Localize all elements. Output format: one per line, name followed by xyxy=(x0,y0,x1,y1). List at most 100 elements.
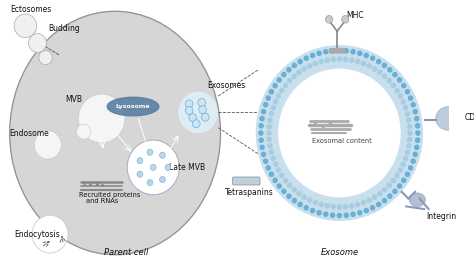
Ellipse shape xyxy=(298,59,302,64)
Ellipse shape xyxy=(147,149,153,155)
Ellipse shape xyxy=(393,73,397,77)
Ellipse shape xyxy=(388,194,392,198)
Ellipse shape xyxy=(259,138,263,142)
Ellipse shape xyxy=(269,172,273,176)
Ellipse shape xyxy=(192,120,200,128)
Ellipse shape xyxy=(408,137,411,142)
Ellipse shape xyxy=(319,59,323,64)
Ellipse shape xyxy=(262,152,265,156)
Ellipse shape xyxy=(273,178,277,182)
Ellipse shape xyxy=(298,202,302,207)
Ellipse shape xyxy=(416,131,420,135)
Ellipse shape xyxy=(408,131,412,135)
Ellipse shape xyxy=(279,69,400,197)
Text: Late MVB: Late MVB xyxy=(169,163,205,172)
Ellipse shape xyxy=(411,159,415,163)
Ellipse shape xyxy=(405,90,410,94)
Ellipse shape xyxy=(358,51,362,55)
Ellipse shape xyxy=(403,156,408,160)
Ellipse shape xyxy=(416,138,419,142)
Ellipse shape xyxy=(351,50,355,54)
Ellipse shape xyxy=(392,178,395,183)
Ellipse shape xyxy=(185,106,193,115)
Ellipse shape xyxy=(364,53,368,57)
Ellipse shape xyxy=(266,96,270,100)
Text: Recruited proteins: Recruited proteins xyxy=(79,192,141,198)
Ellipse shape xyxy=(405,150,410,154)
Ellipse shape xyxy=(256,46,422,220)
Ellipse shape xyxy=(269,90,273,94)
Ellipse shape xyxy=(260,145,264,149)
Ellipse shape xyxy=(344,49,348,53)
Ellipse shape xyxy=(273,162,278,167)
Ellipse shape xyxy=(367,64,371,68)
Ellipse shape xyxy=(28,34,46,52)
Ellipse shape xyxy=(189,114,197,122)
Ellipse shape xyxy=(259,131,263,135)
Ellipse shape xyxy=(337,205,341,209)
Ellipse shape xyxy=(405,172,410,176)
FancyBboxPatch shape xyxy=(329,49,345,53)
Ellipse shape xyxy=(398,168,402,172)
Ellipse shape xyxy=(330,213,335,217)
Ellipse shape xyxy=(185,100,193,108)
Ellipse shape xyxy=(160,152,165,158)
Ellipse shape xyxy=(350,204,354,208)
Ellipse shape xyxy=(287,194,291,198)
Ellipse shape xyxy=(344,57,347,61)
Text: MVB: MVB xyxy=(66,95,83,105)
Ellipse shape xyxy=(266,166,270,170)
Ellipse shape xyxy=(302,195,306,199)
Ellipse shape xyxy=(127,140,179,195)
Ellipse shape xyxy=(398,184,401,188)
Ellipse shape xyxy=(342,15,349,23)
Ellipse shape xyxy=(268,144,272,148)
Ellipse shape xyxy=(326,15,333,23)
Ellipse shape xyxy=(415,117,419,121)
Ellipse shape xyxy=(267,131,271,135)
Ellipse shape xyxy=(324,50,328,54)
Ellipse shape xyxy=(273,84,277,88)
Ellipse shape xyxy=(398,94,402,98)
Ellipse shape xyxy=(317,51,321,55)
Text: Exosomes: Exosomes xyxy=(207,81,246,90)
Ellipse shape xyxy=(34,131,61,159)
Ellipse shape xyxy=(377,202,381,207)
Ellipse shape xyxy=(137,171,143,177)
Ellipse shape xyxy=(407,118,411,122)
Ellipse shape xyxy=(310,53,315,57)
Text: and RNAs: and RNAs xyxy=(86,198,118,204)
Ellipse shape xyxy=(292,198,296,203)
Ellipse shape xyxy=(292,63,296,68)
Text: Endosome: Endosome xyxy=(9,128,48,138)
Ellipse shape xyxy=(373,67,377,71)
Ellipse shape xyxy=(78,94,125,143)
Ellipse shape xyxy=(362,201,365,205)
Ellipse shape xyxy=(388,68,392,72)
Ellipse shape xyxy=(264,103,268,107)
Ellipse shape xyxy=(387,183,391,188)
Ellipse shape xyxy=(377,59,381,64)
Ellipse shape xyxy=(280,173,284,178)
Ellipse shape xyxy=(267,137,271,142)
Ellipse shape xyxy=(292,74,296,78)
Text: Exosomal content: Exosomal content xyxy=(312,139,372,144)
Ellipse shape xyxy=(325,204,329,208)
Ellipse shape xyxy=(337,57,341,61)
Text: Budding: Budding xyxy=(48,24,80,33)
Ellipse shape xyxy=(401,178,406,182)
Ellipse shape xyxy=(436,107,463,130)
Ellipse shape xyxy=(310,209,315,213)
Ellipse shape xyxy=(364,209,368,213)
Ellipse shape xyxy=(383,188,387,192)
Ellipse shape xyxy=(371,56,374,60)
Ellipse shape xyxy=(324,212,328,216)
Text: Integrin: Integrin xyxy=(426,212,456,221)
Ellipse shape xyxy=(288,78,292,83)
Ellipse shape xyxy=(401,99,405,104)
Ellipse shape xyxy=(337,48,341,53)
Ellipse shape xyxy=(408,124,411,129)
Ellipse shape xyxy=(331,57,335,61)
Ellipse shape xyxy=(39,51,52,65)
Ellipse shape xyxy=(344,205,347,209)
